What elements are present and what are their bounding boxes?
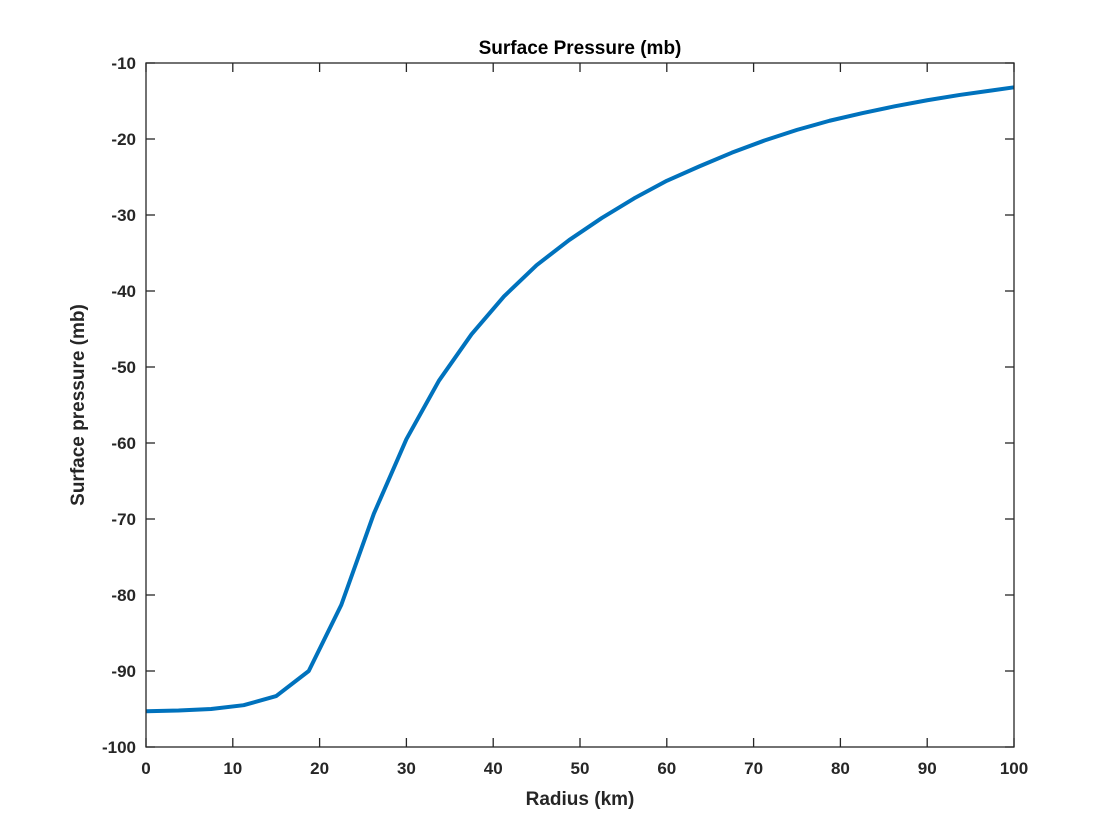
x-tick-label: 0 [141, 759, 150, 778]
y-tick-label: -60 [111, 434, 136, 453]
x-axis-title: Radius (km) [526, 789, 635, 810]
y-tick-label: -70 [111, 510, 136, 529]
x-tick-label: 10 [223, 759, 242, 778]
y-tick-label: -10 [111, 54, 136, 73]
y-tick-label: -90 [111, 662, 136, 681]
x-tick-label: 20 [310, 759, 329, 778]
plot-background [146, 63, 1014, 747]
x-tick-label: 60 [657, 759, 676, 778]
y-tick-label: -20 [111, 130, 136, 149]
x-tick-label: 40 [484, 759, 503, 778]
y-tick-label: -50 [111, 358, 136, 377]
y-tick-label: -100 [102, 738, 136, 757]
chart-title: Surface Pressure (mb) [479, 38, 682, 59]
x-tick-labels: 0 10 20 30 40 50 60 70 80 90 100 [141, 759, 1028, 778]
x-tick-label: 70 [744, 759, 763, 778]
y-tick-label: -30 [111, 206, 136, 225]
series-layer [145, 85, 1015, 714]
x-tick-label: 90 [918, 759, 937, 778]
y-tick-label: -80 [111, 586, 136, 605]
x-tick-label: 100 [1000, 759, 1028, 778]
y-tick-label: -40 [111, 282, 136, 301]
x-tick-label: 30 [397, 759, 416, 778]
plot-frame [145, 62, 1015, 748]
plot-area [146, 63, 1014, 747]
x-tick-label: 80 [831, 759, 850, 778]
y-axis-title: Surface pressure (mb) [68, 304, 89, 506]
y-tick-labels: -100 -90 -80 -70 -60 -50 -40 -30 -20 -10 [102, 54, 136, 757]
series-line [145, 85, 1015, 714]
x-tick-label: 50 [571, 759, 590, 778]
